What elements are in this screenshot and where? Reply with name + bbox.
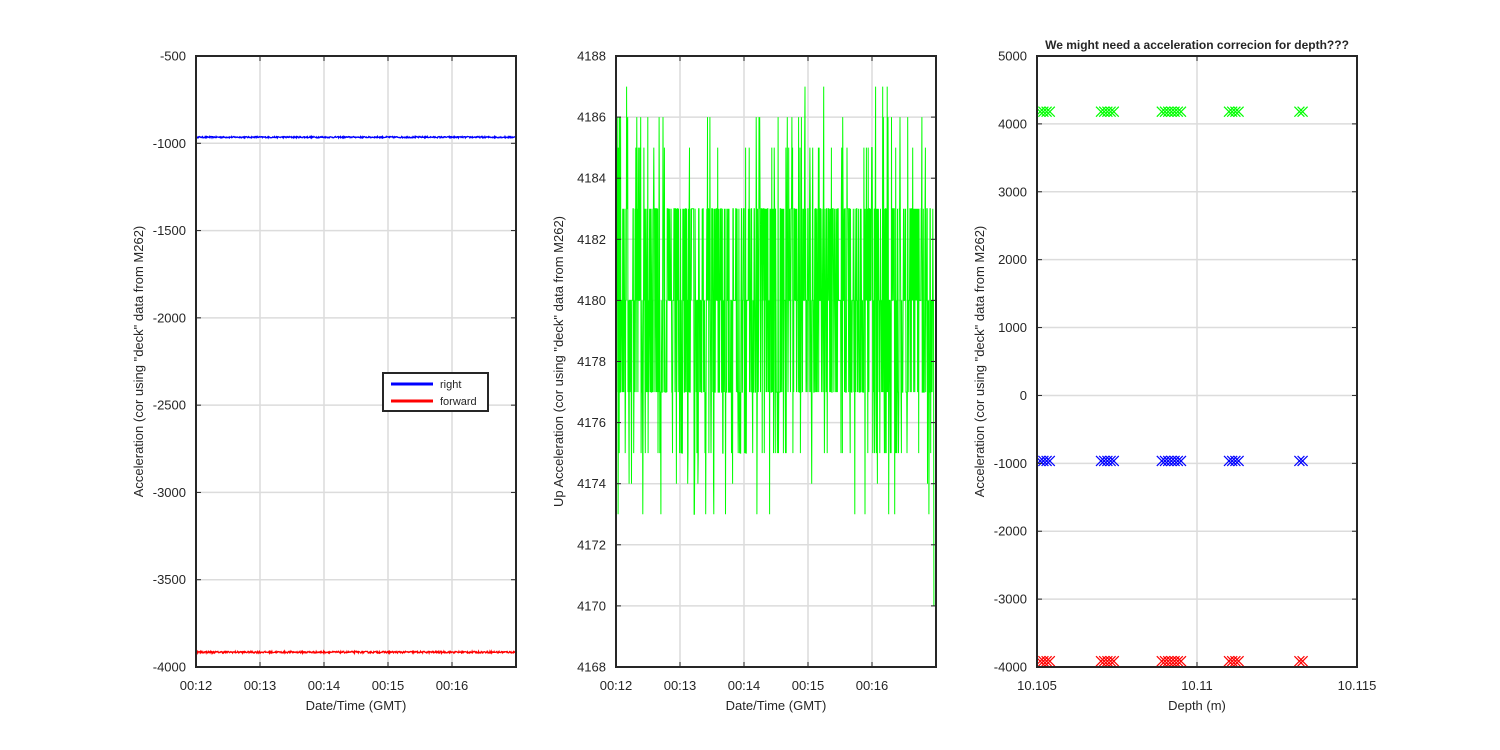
- y-tick-label: -4000: [153, 660, 186, 675]
- y-tick-label: 5000: [998, 49, 1027, 64]
- legend-label-forward: forward: [440, 396, 477, 408]
- x-tick-label: 00:15: [372, 678, 405, 693]
- scatter-point: [1044, 655, 1056, 667]
- y-tick-label: 4176: [577, 415, 606, 430]
- scatter-point: [1229, 655, 1241, 667]
- y-tick-label: 4000: [998, 116, 1027, 131]
- x-tick-label: 10.11: [1181, 678, 1213, 693]
- scatter-point: [1233, 106, 1245, 118]
- x-tick-label: 00:13: [664, 678, 697, 693]
- y-tick-label: 4168: [577, 660, 606, 675]
- scatter-point: [1229, 106, 1241, 118]
- scatter-point: [1293, 106, 1305, 118]
- y-tick-label: -500: [160, 49, 186, 64]
- y-axis-label: Up Acceleration (cor using "deck" data f…: [551, 216, 566, 507]
- y-tick-label: 4180: [577, 293, 606, 308]
- data-layer: [196, 134, 516, 656]
- x-tick-label: 10.115: [1338, 678, 1377, 693]
- legend-label-right: right: [440, 379, 461, 391]
- chart-panel-2: 00:12 00:13 00:14 00:15 00:16 4188 4186 4184 418…: [551, 49, 937, 713]
- y-tick-label: -4000: [994, 660, 1027, 675]
- y-tick-label: 4172: [577, 537, 606, 552]
- y-tick-label: 4178: [577, 354, 606, 369]
- y-tick-label: -2000: [994, 524, 1027, 539]
- scatter-point: [1044, 106, 1056, 118]
- y-tick-label: 1000: [998, 320, 1027, 335]
- y-tick-label: 4188: [577, 49, 606, 64]
- x-tick-label: 00:12: [600, 678, 633, 693]
- y-axis-label: Acceleration (cor using "deck" data from…: [972, 226, 987, 498]
- scatter-point: [1108, 455, 1120, 467]
- scatter-point: [1172, 455, 1184, 467]
- y-tick-label: -3500: [153, 572, 186, 587]
- scatter-point: [1175, 655, 1187, 667]
- x-tick-label: 00:12: [180, 678, 213, 693]
- scatter-point: [1297, 106, 1309, 118]
- y-axis-label: Acceleration (cor using "deck" data from…: [131, 226, 146, 498]
- y-tick-label: 4184: [577, 171, 606, 186]
- scatter-point: [1172, 106, 1184, 118]
- x-tick-label: 00:14: [308, 678, 341, 693]
- y-tick-label: 4170: [577, 598, 606, 613]
- x-tick-label: 00:13: [244, 678, 277, 693]
- axes-box: [195, 55, 517, 668]
- data-layer: [616, 86, 935, 606]
- x-tick-label: 00:16: [436, 678, 469, 693]
- scatter-point: [1108, 106, 1120, 118]
- y-tick-label: -1500: [153, 223, 186, 238]
- y-tick-label: -2000: [153, 310, 186, 325]
- x-tick-label: 00:15: [792, 678, 825, 693]
- y-tick-label: -3000: [994, 592, 1027, 607]
- scatter-point: [1041, 106, 1053, 118]
- scatter-point: [1297, 455, 1309, 467]
- scatter-point: [1105, 106, 1117, 118]
- y-tick-label: 3000: [998, 184, 1027, 199]
- y-tick-label: 0: [1020, 388, 1027, 403]
- scatter-point: [1044, 455, 1056, 467]
- chart-panel-1: 00:12 00:13 00:14 00:15 00:16 -500 -1000 -1500 -…: [131, 49, 517, 713]
- panels: 00:12 00:13 00:14 00:15 00:16 -500 -1000 -1500 -…: [131, 38, 1376, 713]
- scatter-point: [1108, 655, 1120, 667]
- series-line-right: [196, 134, 516, 140]
- scatter-point: [1229, 455, 1241, 467]
- chart-title: We might need a acceleration correcion f…: [1045, 38, 1349, 52]
- data-layer: [1037, 106, 1309, 667]
- plot-area: [196, 56, 516, 667]
- scatter-point: [1297, 655, 1309, 667]
- scatter-point: [1105, 455, 1117, 467]
- scatter-point: [1175, 106, 1187, 118]
- scatter-point: [1041, 455, 1053, 467]
- y-tick-label: 4186: [577, 110, 606, 125]
- y-tick-label: -3000: [153, 485, 186, 500]
- scatter-point: [1233, 655, 1245, 667]
- y-tick-label: -1000: [153, 136, 186, 151]
- chart-panel-3: 10.105 10.11 10.115 5000 4000 3000 2000 1000 0 -1…: [972, 38, 1376, 713]
- scatter-point: [1172, 655, 1184, 667]
- series-line: [616, 86, 935, 606]
- y-tick-label: -2500: [153, 398, 186, 413]
- x-axis-label: Date/Time (GMT): [726, 698, 827, 713]
- series-line-forward: [196, 649, 516, 656]
- y-tick-label: 2000: [998, 252, 1027, 267]
- scatter-point: [1293, 655, 1305, 667]
- scatter-point: [1293, 455, 1305, 467]
- y-tick-label: 4182: [577, 232, 606, 247]
- x-axis-label: Date/Time (GMT): [306, 698, 407, 713]
- x-axis-label: Depth (m): [1168, 698, 1226, 713]
- x-tick-label: 00:16: [856, 678, 889, 693]
- scatter-point: [1233, 455, 1245, 467]
- x-tick-label: 00:14: [728, 678, 761, 693]
- y-tick-label: -1000: [994, 456, 1027, 471]
- scatter-point: [1175, 455, 1187, 467]
- y-tick-label: 4174: [577, 476, 606, 491]
- x-tick-label: 10.105: [1017, 678, 1057, 693]
- legend-box: [382, 372, 489, 412]
- scatter-point: [1041, 655, 1053, 667]
- scatter-point: [1105, 655, 1117, 667]
